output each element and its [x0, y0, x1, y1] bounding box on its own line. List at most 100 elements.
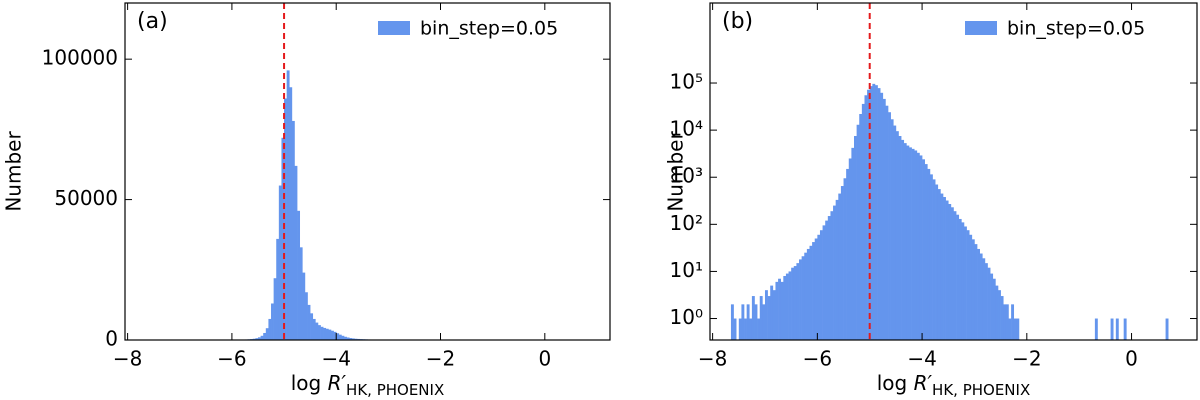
- x-tick-label: −6: [803, 347, 832, 371]
- x-tick-label: −4: [321, 347, 350, 371]
- histogram-bar: [982, 258, 986, 340]
- histogram-bar: [984, 263, 988, 340]
- histogram-bar: [966, 230, 970, 340]
- histogram-bar: [1016, 318, 1020, 340]
- histogram-bar: [919, 155, 923, 340]
- histogram-bar: [754, 304, 758, 340]
- histogram-bar: [937, 189, 941, 340]
- histogram-bar: [307, 304, 311, 340]
- histogram-bar: [971, 239, 975, 340]
- legend-swatch: [965, 21, 997, 35]
- histogram-bar: [330, 330, 334, 340]
- y-tick-label: 10¹: [670, 258, 703, 282]
- x-tick-label: −6: [217, 347, 246, 371]
- histogram-bar: [851, 147, 855, 340]
- histogram-bar: [864, 95, 868, 341]
- histogram-bar: [977, 248, 980, 340]
- histogram-bar: [924, 164, 928, 340]
- histogram-bar: [310, 313, 314, 340]
- y-tick-label: 10⁴: [670, 117, 703, 141]
- histogram-bar: [840, 186, 844, 340]
- histogram-bar: [1003, 304, 1007, 340]
- histogram-bar: [291, 120, 295, 340]
- histogram-bar: [738, 318, 742, 340]
- histogram-bar: [351, 338, 355, 340]
- histogram-bar: [804, 252, 808, 340]
- histogram-bar: [801, 256, 805, 340]
- histogram-bar: [825, 220, 829, 340]
- histogram-bar: [914, 150, 918, 340]
- histogram-bar: [1094, 318, 1098, 340]
- histogram-bar: [325, 328, 329, 340]
- histogram-bar: [806, 248, 810, 340]
- histogram-bar: [749, 318, 753, 340]
- histogram-bar: [284, 98, 287, 340]
- histogram-bar: [764, 290, 768, 340]
- legend-swatch: [378, 21, 410, 35]
- histogram-bar: [817, 234, 821, 340]
- histogram-bar: [780, 281, 784, 340]
- histogram-bar: [770, 285, 774, 340]
- histogram-bar: [751, 296, 755, 340]
- histogram-bar: [730, 304, 734, 340]
- histogram-bar: [838, 193, 842, 340]
- histogram-bar: [958, 218, 962, 340]
- histogram-bar: [341, 335, 345, 340]
- axes-frame: [124, 2, 611, 341]
- histogram-bar: [827, 216, 831, 340]
- histogram-bar: [1013, 318, 1017, 340]
- histogram-bar: [953, 211, 957, 340]
- histogram-bar: [744, 318, 747, 340]
- histogram-bar: [788, 271, 792, 340]
- histogram-bar: [893, 125, 897, 340]
- histogram-bar: [998, 290, 1001, 340]
- x-axis-label-subscript: HK, PHOENIX: [346, 381, 444, 399]
- x-tick-label: −8: [698, 347, 727, 371]
- histogram-bar: [759, 296, 763, 340]
- histogram-bar: [932, 179, 936, 340]
- histogram-bar: [299, 247, 303, 340]
- histogram-bar: [948, 204, 952, 340]
- y-axis-label: Number: [2, 131, 26, 212]
- histogram-bar: [252, 338, 256, 340]
- histogram-bar: [869, 86, 873, 340]
- x-tick-label: 0: [538, 347, 551, 371]
- x-tick-label: −4: [907, 347, 936, 371]
- x-axis-label-prefix: log: [877, 371, 914, 395]
- histogram-bar: [956, 214, 960, 340]
- panel-label: (a): [137, 9, 168, 34]
- histogram-bar: [822, 225, 826, 340]
- histogram-bar: [778, 278, 781, 340]
- histogram-bar: [927, 168, 931, 340]
- histogram-bar: [312, 318, 316, 340]
- histogram-bar: [349, 338, 353, 340]
- histogram-bar: [302, 272, 306, 340]
- histogram-bar: [278, 185, 282, 340]
- plot-area: [145, 70, 582, 341]
- histogram-bar: [762, 304, 766, 340]
- histogram-bar: [846, 168, 850, 340]
- histogram-bar: [890, 119, 894, 340]
- histogram-bar: [911, 148, 915, 340]
- x-tick-label: −2: [426, 347, 455, 371]
- histogram-bar: [969, 234, 973, 340]
- histogram-bar: [867, 89, 871, 340]
- histogram-bar: [940, 193, 944, 340]
- histogram-bar: [943, 197, 946, 340]
- histogram-bar: [255, 338, 259, 340]
- histogram-bar: [336, 333, 340, 340]
- histogram-bar: [882, 98, 886, 340]
- histogram-bar: [344, 336, 347, 340]
- y-axis-label: Number: [664, 131, 688, 212]
- histogram-bar: [916, 152, 920, 340]
- histogram-bar: [835, 199, 839, 340]
- y-tick-label: 0: [105, 327, 118, 351]
- x-axis-label-subscript: HK, PHOENIX: [932, 381, 1030, 399]
- histogram-bar: [286, 70, 290, 341]
- histogram-bar: [799, 259, 802, 340]
- histogram-bar: [809, 245, 813, 340]
- histogram-bar: [990, 273, 994, 340]
- histogram-bar: [315, 322, 319, 340]
- histogram-bar: [775, 281, 779, 340]
- y-tick-label: 10⁵: [670, 70, 703, 94]
